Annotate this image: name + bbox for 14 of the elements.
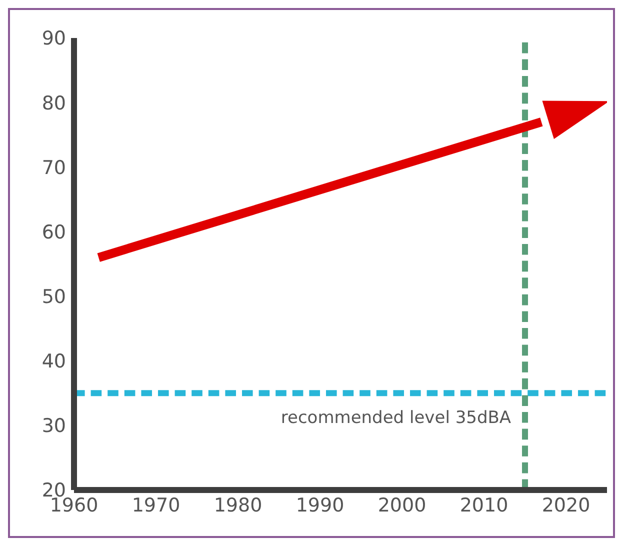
- x-tick-label: 2020: [542, 494, 590, 516]
- x-tick-label: 1970: [132, 494, 180, 516]
- y-tick-label: 30: [42, 415, 66, 438]
- ref-line-label: recommended level 35dBA: [280, 408, 512, 428]
- y-tick-label: 70: [42, 156, 66, 179]
- y-tick-label: 80: [42, 92, 66, 114]
- x-tick-label: 2000: [378, 494, 426, 516]
- x-tick-label: 1980: [214, 494, 262, 516]
- y-tick-label: 50: [42, 286, 66, 308]
- y-tick-label: 60: [42, 221, 66, 244]
- x-tick-label: 2010: [460, 494, 508, 516]
- y-tick-label: 90: [42, 28, 66, 50]
- y-tick-label: 40: [42, 350, 66, 373]
- x-tick-label: 1990: [296, 494, 344, 516]
